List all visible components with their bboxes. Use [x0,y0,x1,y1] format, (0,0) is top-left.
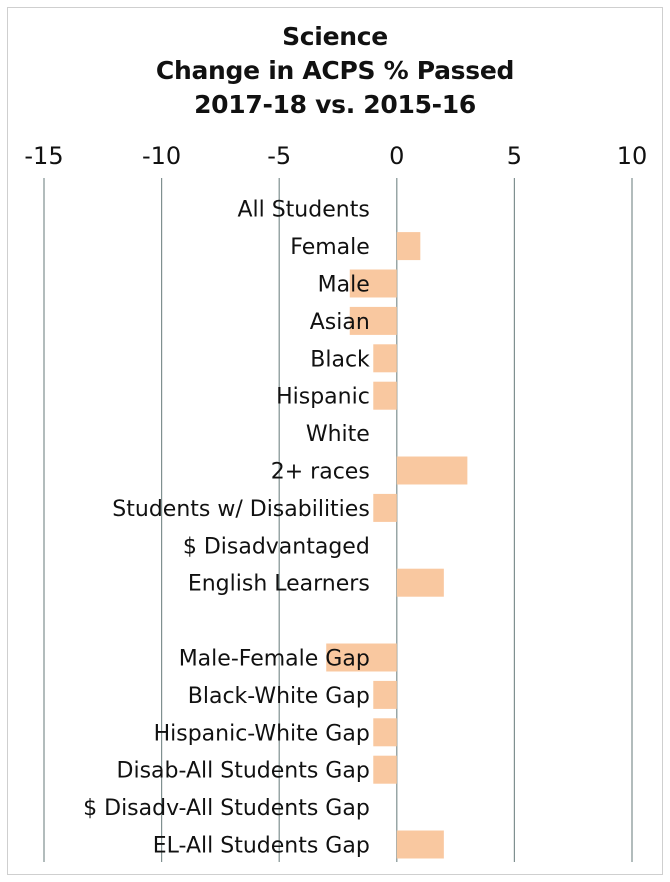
x-tick-label: 5 [507,142,522,170]
category-label: White [306,422,370,447]
category-label: Students w/ Disabilities [112,497,370,522]
bar [373,755,397,784]
chart-title-line-1: Science [282,22,388,51]
x-tick-label: -15 [24,142,63,170]
category-label: 2+ races [271,460,370,485]
x-axis-ticks: -15 -10 -5 0 5 10 [24,142,647,170]
bar [373,381,397,410]
x-tick-label: -5 [267,142,291,170]
category-label: Male-Female Gap [179,647,370,672]
category-label: $ Disadv-All Students Gap [83,796,370,821]
category-label: Hispanic [276,385,370,410]
category-label: Black-White Gap [188,684,370,709]
chart-title-line-3: 2017-18 vs. 2015-16 [194,90,476,119]
x-tick-label: 10 [617,142,648,170]
bar [373,680,397,709]
category-label: Asian [310,310,370,335]
category-label: Black [310,347,370,372]
bar [349,306,397,335]
bar [326,643,397,672]
chart-frame [7,7,663,875]
chart-title-line-2: Change in ACPS % Passed [155,56,515,85]
category-labels: All Students Female Male Asian Black Hispanic… [83,198,370,859]
bar [396,232,421,261]
category-label: Disab-All Students Gap [117,759,370,784]
category-label: All Students [237,198,369,223]
x-tick-label: -10 [142,142,181,170]
x-tick-label: 0 [389,142,404,170]
bar [396,456,468,485]
bar [396,568,444,597]
category-label: Female [290,235,370,260]
bar [373,493,397,522]
category-label: Hispanic-White Gap [154,721,370,746]
category-label: English Learners [188,572,370,597]
category-label: EL-All Students Gap [153,834,370,859]
bars [326,232,468,859]
bar [349,269,397,298]
bar [373,344,397,373]
bar [373,718,397,747]
category-label: $ Disadvantaged [183,534,370,559]
category-label: Male [318,273,370,298]
bar [396,830,444,859]
